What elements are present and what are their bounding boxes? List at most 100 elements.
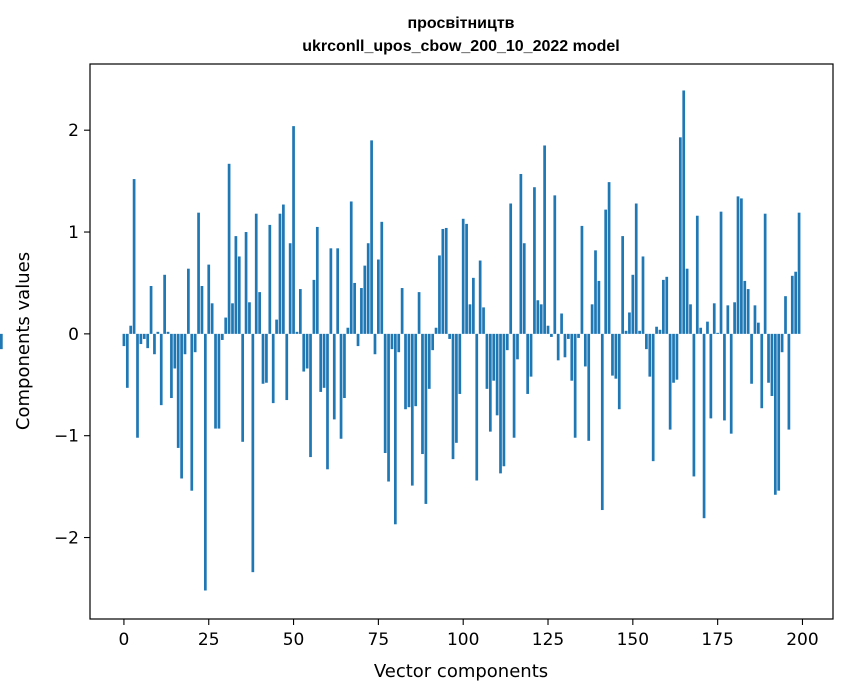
bar-118 — [522, 243, 526, 334]
bar-173 — [709, 333, 713, 419]
bar-156 — [651, 333, 655, 462]
bar-25 — [207, 264, 211, 334]
bar-2 — [129, 325, 133, 334]
bar-19 — [187, 268, 190, 334]
bar-31 — [227, 163, 231, 334]
bar-188 — [760, 333, 764, 409]
bar-107 — [485, 333, 489, 389]
bar-66 — [346, 327, 350, 334]
bar-152 — [638, 330, 641, 334]
bar-55 — [309, 333, 312, 458]
bar-10 — [156, 331, 160, 334]
bar-142 — [604, 209, 608, 334]
bar-104 — [475, 333, 479, 481]
bar-183 — [743, 280, 747, 334]
bar-171 — [702, 333, 706, 519]
bar-58 — [319, 333, 323, 392]
bar-154 — [645, 333, 648, 350]
bar-18 — [183, 333, 187, 355]
bar-14 — [170, 333, 173, 399]
bar-172 — [706, 321, 709, 334]
bar-123 — [539, 304, 543, 334]
y-tick-label: −1 — [54, 427, 79, 447]
bar-22 — [197, 212, 200, 334]
bar-3 — [132, 179, 136, 334]
x-tick-label: 50 — [283, 630, 305, 650]
y-axis-ticks: −2 −1 0 1 2 — [54, 121, 90, 549]
bar-176 — [719, 211, 723, 334]
bar-46 — [278, 213, 282, 334]
bar-121 — [533, 187, 536, 334]
bar-93 — [438, 255, 441, 334]
x-tick-label: 175 — [701, 630, 733, 650]
bar-189 — [763, 213, 767, 334]
bar-61 — [329, 248, 333, 334]
bar-16 — [176, 333, 180, 448]
bar-65 — [343, 333, 346, 399]
bar-57 — [315, 226, 319, 334]
bar-38 — [251, 333, 255, 573]
bar-94 — [441, 228, 445, 334]
bar-196 — [787, 333, 791, 430]
bar-141 — [600, 333, 604, 511]
bar-162 — [672, 333, 675, 383]
bar-143 — [607, 182, 611, 334]
bar-40 — [258, 292, 261, 334]
bar-134 — [577, 333, 580, 338]
bar-101 — [465, 223, 468, 334]
bar-4 — [136, 333, 139, 438]
bar-178 — [726, 305, 730, 334]
bar-12 — [163, 274, 166, 334]
bar-17 — [180, 333, 183, 479]
bar-85 — [410, 333, 414, 486]
bar-45 — [275, 319, 278, 334]
x-tick-label: 25 — [198, 630, 220, 650]
bar-199 — [797, 212, 801, 334]
bar-91 — [431, 333, 435, 351]
bar-1 — [125, 333, 129, 388]
bar-8 — [149, 286, 153, 334]
bar-28 — [217, 333, 221, 429]
y-tick-label: −2 — [54, 529, 79, 549]
bar-80 — [393, 333, 397, 525]
bar-190 — [767, 333, 770, 383]
bar-24 — [203, 333, 207, 591]
bar-52 — [298, 289, 302, 334]
bar-59 — [322, 333, 326, 388]
bar-132 — [570, 333, 574, 381]
bar-68 — [353, 282, 356, 334]
bar-6 — [142, 333, 146, 339]
bar-158 — [658, 329, 662, 334]
bar-54 — [305, 333, 309, 369]
bar-192 — [773, 333, 777, 495]
bar-174 — [712, 303, 716, 334]
bar-147 — [621, 236, 625, 334]
bar-75 — [377, 259, 380, 334]
bar-96 — [448, 333, 451, 339]
bar-187 — [757, 322, 760, 334]
bar-159 — [662, 279, 665, 334]
bar-140 — [597, 280, 601, 334]
bar-155 — [648, 333, 652, 377]
bar-138 — [590, 304, 594, 334]
bar-36 — [244, 232, 248, 334]
bar-182 — [740, 198, 743, 334]
bar-168 — [692, 333, 696, 477]
bar-164 — [678, 137, 682, 334]
bar-125 — [546, 325, 550, 334]
bar-144 — [611, 333, 614, 376]
bar-76 — [380, 221, 384, 334]
bar-145 — [614, 333, 618, 379]
bar-133 — [573, 333, 577, 438]
bar-29 — [220, 333, 224, 340]
bar-49 — [288, 243, 292, 334]
bar-41 — [261, 333, 265, 384]
chart-subtitle: ukrconll_upos_cbow_200_10_2022 model — [302, 38, 619, 55]
bar-110 — [495, 333, 499, 416]
bar-98 — [455, 333, 458, 443]
bar-5 — [139, 333, 143, 345]
bar-115 — [512, 333, 516, 438]
bar-139 — [594, 250, 597, 334]
bar-undefined — [0, 333, 3, 350]
